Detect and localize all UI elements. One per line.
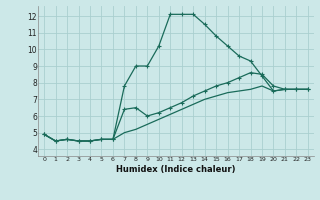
X-axis label: Humidex (Indice chaleur): Humidex (Indice chaleur) [116, 165, 236, 174]
